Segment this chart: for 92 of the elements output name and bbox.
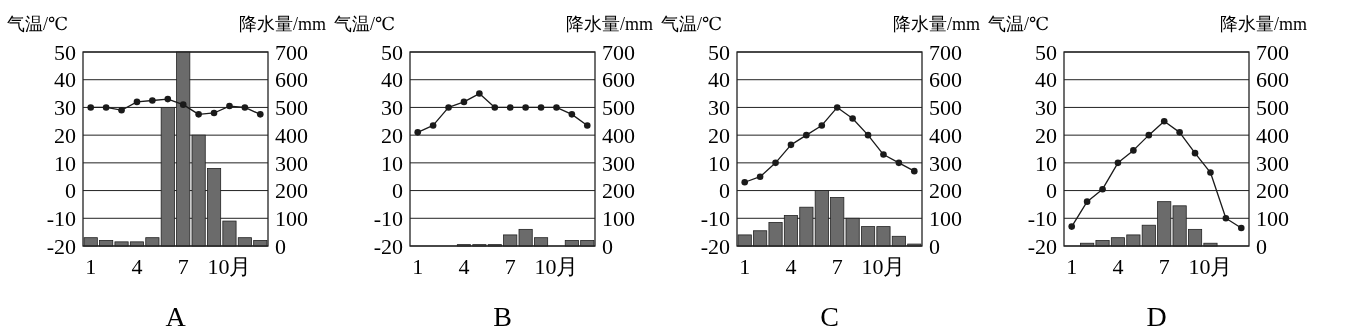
y2-tick-label: 200 (1256, 178, 1289, 204)
y-tick-label: 40 (708, 67, 730, 93)
y2-tick-label: 100 (275, 205, 308, 231)
y-tick-label: 0 (65, 178, 76, 204)
y-tick-label: 30 (381, 95, 403, 121)
y-tick-label: 10 (1035, 150, 1057, 176)
y-tick-label: 30 (1035, 95, 1057, 121)
y-tick-label: -10 (373, 205, 403, 231)
y2-tick-label: 500 (1256, 95, 1289, 121)
y2-tick-label: 700 (929, 39, 962, 65)
y-tick-label: 0 (719, 178, 730, 204)
y2-tick-label: 500 (602, 95, 635, 121)
y2-tick-label: 600 (275, 67, 308, 93)
x-tick-label: 1 (85, 254, 97, 279)
y2-tick-label: 500 (929, 95, 962, 121)
y-tick-label: 20 (1035, 122, 1057, 148)
y-tick-label: 50 (381, 39, 403, 65)
y-tick-label: 10 (708, 150, 730, 176)
y2-tick-label: 400 (929, 122, 962, 148)
y2-tick-label: 100 (929, 205, 962, 231)
x-tick-label: 1 (1066, 254, 1078, 279)
y2-tick-label: 600 (929, 67, 962, 93)
y2-tick-label: 200 (929, 178, 962, 204)
y-tick-label: -10 (700, 205, 730, 231)
y2-tick-label: 0 (929, 233, 940, 259)
y-tick-label: 10 (381, 150, 403, 176)
y-tick-label: 40 (54, 67, 76, 93)
x-tick-label: 7 (177, 254, 189, 279)
y-tick-label: -20 (1027, 233, 1057, 259)
y2-tick-label: 300 (1256, 150, 1289, 176)
y-axis-title: 气温/℃ (988, 14, 1050, 34)
text: C (820, 301, 839, 332)
x-tick-label: 7 (504, 254, 516, 279)
y2-tick-label: 500 (275, 95, 308, 121)
y-tick-label: 40 (1035, 67, 1057, 93)
y2-tick-label: 300 (602, 150, 635, 176)
text: D (1146, 301, 1167, 332)
y2-tick-label: 700 (275, 39, 308, 65)
y-axis-title: 气温/℃ (334, 14, 396, 34)
y-axis-title: 气温/℃ (661, 14, 723, 34)
text: B (493, 301, 512, 332)
x-tick-label: 4 (458, 254, 470, 279)
y-tick-label: 20 (54, 122, 76, 148)
y-tick-label: 20 (708, 122, 730, 148)
y-tick-label: -20 (700, 233, 730, 259)
x-tick-label: 7 (831, 254, 843, 279)
y2-axis-title: 降水量/mm (565, 14, 653, 34)
x-tick-label: 10月 (861, 254, 906, 279)
y-tick-label: -10 (1027, 205, 1057, 231)
y-tick-label: 10 (54, 150, 76, 176)
y-tick-label: 30 (708, 95, 730, 121)
x-tick-label: 4 (1112, 254, 1124, 279)
y2-tick-label: 400 (275, 122, 308, 148)
y2-tick-label: 700 (1256, 39, 1289, 65)
y-tick-label: 50 (708, 39, 730, 65)
x-tick-label: 1 (412, 254, 424, 279)
y-axis-title: 气温/℃ (7, 14, 69, 34)
x-tick-label: 1 (739, 254, 751, 279)
y-tick-label: 0 (392, 178, 403, 204)
y2-tick-label: 100 (602, 205, 635, 231)
y2-axis-title: 降水量/mm (1219, 14, 1307, 34)
x-tick-label: 10月 (1188, 254, 1233, 279)
y-tick-label: -10 (46, 205, 76, 231)
text: A (165, 301, 187, 332)
y-tick-label: 50 (1035, 39, 1057, 65)
y2-tick-label: 200 (275, 178, 308, 204)
x-tick-label: 7 (1158, 254, 1170, 279)
y2-tick-label: 0 (1256, 233, 1267, 259)
y2-tick-label: 700 (602, 39, 635, 65)
y2-axis-title: 降水量/mm (892, 14, 980, 34)
x-tick-label: 4 (785, 254, 797, 279)
y2-tick-label: 100 (1256, 205, 1289, 231)
y2-tick-label: 300 (275, 150, 308, 176)
y2-tick-label: 400 (1256, 122, 1289, 148)
y2-tick-label: 400 (602, 122, 635, 148)
y2-tick-label: 200 (602, 178, 635, 204)
y2-tick-label: 300 (929, 150, 962, 176)
y-tick-label: 40 (381, 67, 403, 93)
y-tick-label: 0 (1046, 178, 1057, 204)
y2-tick-label: 600 (1256, 67, 1289, 93)
y2-tick-label: 600 (602, 67, 635, 93)
y-tick-label: -20 (373, 233, 403, 259)
x-tick-label: 4 (131, 254, 143, 279)
y-tick-label: 30 (54, 95, 76, 121)
x-tick-label: 10月 (207, 254, 252, 279)
y2-axis-title: 降水量/mm (238, 14, 326, 34)
y-tick-label: 50 (54, 39, 76, 65)
x-tick-label: 10月 (534, 254, 579, 279)
y-tick-label: -20 (46, 233, 76, 259)
y2-tick-label: 0 (275, 233, 286, 259)
y-tick-label: 20 (381, 122, 403, 148)
y2-tick-label: 0 (602, 233, 613, 259)
